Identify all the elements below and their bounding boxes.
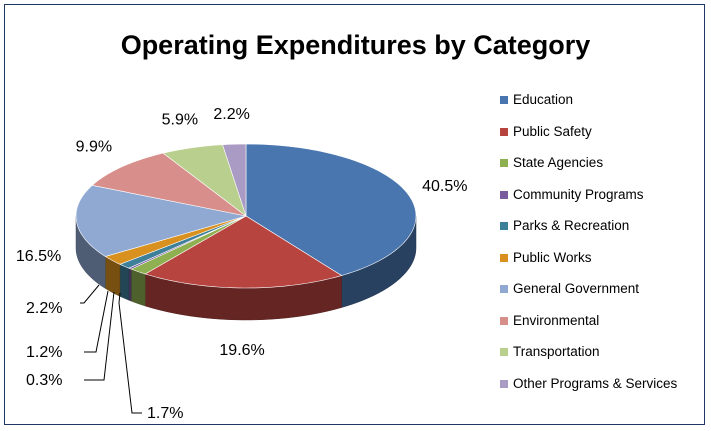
legend-label: Community Programs: [513, 186, 644, 202]
legend-swatch: [500, 159, 508, 167]
data-label-general-government: 16.5%: [16, 248, 61, 265]
legend-label: Environmental: [513, 312, 600, 328]
legend-swatch: [500, 285, 508, 293]
pie-slice-environmental: [91, 152, 247, 217]
legend-label: Education: [513, 92, 574, 107]
pie-slice-public-works: [104, 215, 247, 265]
legend-swatch: [500, 379, 508, 388]
data-label-parks-and-recreation: 1.2%: [26, 344, 62, 361]
pie-top: [75, 143, 417, 289]
chart-title: Operating Expenditures by Category: [120, 30, 591, 60]
legend-label: Public Works: [513, 249, 592, 265]
legend-label: General Government: [513, 281, 640, 296]
data-label-environmental: 9.9%: [76, 138, 112, 155]
leader-line-parks-and-recreation: [84, 290, 109, 353]
legend-label: Other Programs & Services: [513, 375, 678, 391]
legend-swatch: [500, 190, 508, 199]
legend-label: State Agencies: [513, 155, 604, 170]
pie-slice-education: [245, 143, 417, 276]
data-label-other-programs-and-services: 2.2%: [213, 106, 249, 123]
pie-slice-transportation: [162, 144, 247, 217]
pie-slice-public-safety: [144, 215, 343, 289]
legend-label: Transportation: [513, 344, 600, 359]
legend-swatch: [500, 316, 508, 325]
pie-slice-general-government: [75, 185, 247, 257]
data-label-state-agencies: 1.7%: [147, 405, 183, 422]
data-label-public-works: 2.2%: [26, 300, 62, 317]
legend-swatch: [500, 348, 508, 356]
legend-label: Parks & Recreation: [513, 218, 630, 233]
pie-side-community-programs: [128, 267, 132, 302]
data-label-transportation: 5.9%: [162, 111, 198, 128]
pie-slice-state-agencies: [130, 215, 247, 275]
legend-swatch: [500, 127, 508, 136]
leader-line-community-programs: [84, 291, 115, 381]
data-label-public-safety: 19.6%: [219, 342, 264, 359]
leader-line-state-agencies: [118, 292, 142, 414]
data-labels: 40.5% 19.6% 1.7% 0.3% 1.2% 2.2% 16.5% 9.9% 5.9% 2…: [16, 106, 468, 422]
leader-line-public-works: [80, 284, 100, 304]
legend-label: Public Safety: [513, 123, 592, 139]
legend-swatch: [500, 253, 508, 262]
data-label-community-programs: 0.3%: [26, 372, 62, 389]
legend-swatch: [500, 96, 508, 104]
legend-swatch: [500, 222, 508, 230]
pie-slice-other-programs-and-services: [222, 143, 247, 217]
pie-side-parks-and-recreation: [119, 263, 130, 301]
pie-side-state-agencies: [130, 268, 146, 307]
data-label-education: 40.5%: [422, 178, 467, 195]
